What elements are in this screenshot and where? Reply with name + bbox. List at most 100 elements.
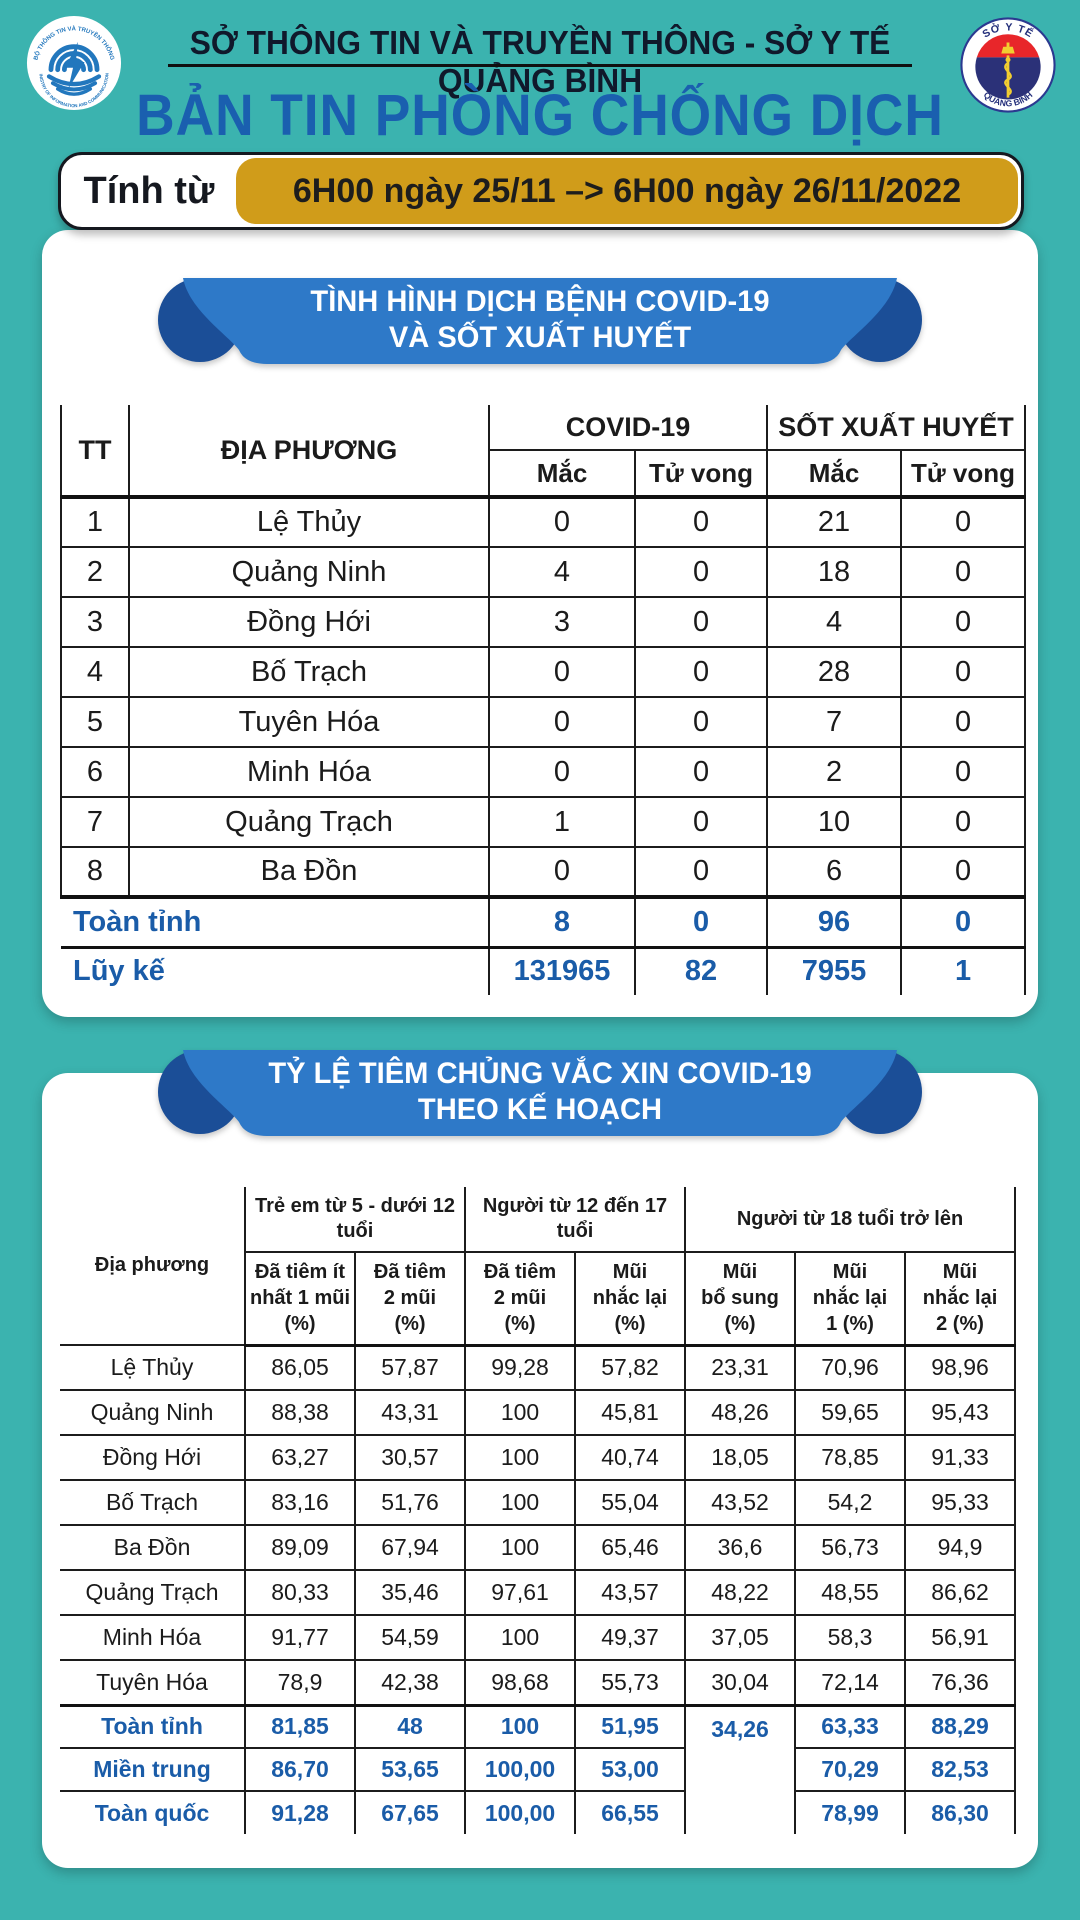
cell: 54,2	[794, 1479, 907, 1526]
section-title-line2: THEO KẾ HOẠCH	[417, 1092, 663, 1126]
cell: 8	[488, 895, 636, 948]
cell-tt: 4	[60, 646, 130, 698]
header-cell: Mắc	[488, 449, 636, 499]
header-group-dengue: SỐT XUẤT HUYẾT	[766, 405, 1027, 451]
section-title-line1: TÌNH HÌNH DỊCH BỆNH COVID-19	[310, 284, 770, 318]
cell: 18	[766, 546, 903, 598]
cell: 49,37	[574, 1614, 687, 1661]
table-row: Quảng Ninh 88,38 43,31 100 45,81 48,26 59,65 95…	[60, 1389, 1017, 1436]
cell: 70,29	[794, 1747, 907, 1792]
cell: 37,05	[684, 1614, 797, 1661]
cell-place: Toàn tỉnh	[60, 1703, 246, 1749]
cell-place: Lệ Thủy	[60, 1344, 246, 1391]
cell: 80,33	[244, 1569, 356, 1616]
header-cell-place: ĐỊA PHƯƠNG	[128, 405, 490, 499]
region-total-row: Miền trung 86,70 53,65 100,00 53,00 70,2…	[60, 1747, 1017, 1792]
cell: 100,00	[464, 1790, 577, 1834]
cell: 0	[633, 596, 769, 648]
cell: 100	[464, 1479, 577, 1526]
national-total-row: Toàn quốc 91,28 67,65 100,00 66,55 78,99…	[60, 1790, 1017, 1834]
cell: 54,59	[353, 1614, 467, 1661]
cell: 51,76	[353, 1479, 467, 1526]
cell: 0	[900, 496, 1027, 548]
cell: 48,55	[794, 1569, 907, 1616]
cell-place: Đồng Hới	[128, 596, 490, 648]
cell: 72,14	[794, 1659, 907, 1706]
table-row: 1 Lệ Thủy 0 0 21 0	[60, 496, 1027, 548]
cell: 18,05	[684, 1434, 797, 1481]
cell: 0	[488, 646, 636, 698]
table-row: Tuyên Hóa 78,9 42,38 98,68 55,73 30,04 72,14 76…	[60, 1659, 1017, 1706]
cell: 0	[900, 895, 1027, 948]
logo-ring-text: SỞ Y TẾ	[981, 21, 1036, 40]
cell: 0	[488, 696, 636, 748]
health-dept-logo-icon: SỞ Y TẾ QUẢNG BÌNH	[960, 17, 1056, 113]
cell-tt: 7	[60, 796, 130, 848]
cell: 0	[900, 596, 1027, 648]
org-line: SỞ THÔNG TIN VÀ TRUYỀN THÔNG - SỞ Y TẾ Q…	[189, 24, 891, 99]
cell-place: Quảng Trạch	[128, 796, 490, 848]
cell: 81,85	[244, 1703, 356, 1749]
cell-tt: 6	[60, 746, 130, 798]
header-cell: Mũi nhắc lại 2 (%)	[904, 1251, 1017, 1347]
cell: 100	[464, 1524, 577, 1571]
cell-place: Bố Trạch	[60, 1479, 246, 1526]
cell: 4	[766, 596, 903, 648]
cell: 0	[633, 895, 769, 948]
header-cell: Đã tiêm 2 mũi (%)	[464, 1251, 577, 1347]
cell: 0	[900, 646, 1027, 698]
cell-place: Toàn quốc	[60, 1790, 246, 1834]
vaccine-table: Địa phương Trẻ em từ 5 - dưới 12 tuổi Ng…	[60, 1187, 1017, 1834]
section-title: TÌNH HÌNH DỊCH BỆNH COVID-19 VÀ SỐT XUẤT…	[157, 272, 923, 364]
cell: 28	[766, 646, 903, 698]
table-row: Minh Hóa 91,77 54,59 100 49,37 37,05 58,3 56,91	[60, 1614, 1017, 1661]
table-subheader-row: Đã tiêm ít nhất 1 mũi (%) Đã tiêm 2 mũi …	[60, 1251, 1017, 1347]
cell: 0	[900, 746, 1027, 798]
header-group-children: Trẻ em từ 5 - dưới 12 tuổi	[243, 1187, 467, 1253]
cell: 0	[633, 496, 769, 548]
header-cell: Tử vong	[633, 449, 769, 499]
cell: 51,95	[574, 1703, 687, 1749]
cell: 0	[900, 546, 1027, 598]
cell: 0	[900, 846, 1027, 898]
cell: 43,31	[353, 1389, 467, 1436]
table-header-row: Địa phương Trẻ em từ 5 - dưới 12 tuổi Ng…	[60, 1187, 1017, 1346]
cell: 0	[633, 746, 769, 798]
cell: 30,57	[353, 1434, 467, 1481]
cell: 1	[900, 945, 1027, 995]
header-group-covid: COVID-19	[487, 405, 769, 451]
header-cell: Mũi nhắc lại (%)	[574, 1251, 687, 1347]
cell: 4	[488, 546, 636, 598]
cell: 2	[766, 746, 903, 798]
cell: 59,65	[794, 1389, 907, 1436]
covid-section-ribbon: TÌNH HÌNH DỊCH BỆNH COVID-19 VÀ SỐT XUẤT…	[145, 272, 935, 364]
cell: 21	[766, 496, 903, 548]
cell: 100	[464, 1434, 577, 1481]
cell-place: Minh Hóa	[128, 746, 490, 798]
header-cell: Tử vong	[900, 449, 1027, 499]
cell: 99,28	[464, 1344, 577, 1391]
cell: 98,68	[464, 1659, 577, 1706]
cell: 43,57	[574, 1569, 687, 1616]
section-title: TỶ LỆ TIÊM CHỦNG VẮC XIN COVID-19 THEO K…	[157, 1044, 923, 1136]
cell: 57,82	[574, 1344, 687, 1391]
cell: 53,65	[353, 1747, 467, 1792]
cell: 43,52	[684, 1479, 797, 1526]
page-title: BẢN TIN PHÒNG CHỐNG DỊCH	[136, 83, 944, 148]
cell: 53,00	[574, 1747, 687, 1792]
cell: 0	[900, 696, 1027, 748]
cell: 10	[766, 796, 903, 848]
cell: 48,26	[684, 1389, 797, 1436]
cell: 45,81	[574, 1389, 687, 1436]
table-row: 3 Đồng Hới 3 0 4 0	[60, 596, 1027, 648]
cell: 95,33	[904, 1479, 1017, 1526]
cell: 0	[488, 496, 636, 548]
table-row: Lệ Thủy 86,05 57,87 99,28 57,82 23,31 70,96 98,…	[60, 1344, 1017, 1391]
cell-place: Lệ Thủy	[128, 496, 490, 548]
table-subheader-row: Mắc Tử vong Mắc Tử vong	[61, 449, 1027, 499]
vaccine-section-ribbon: TỶ LỆ TIÊM CHỦNG VẮC XIN COVID-19 THEO K…	[145, 1044, 935, 1136]
cell-place: Đồng Hới	[60, 1434, 246, 1481]
table-row: Bố Trạch 83,16 51,76 100 55,04 43,52 54,2 95,33	[60, 1479, 1017, 1526]
cell: 131965	[488, 945, 636, 995]
header-cell: Mũi bổ sung (%)	[684, 1251, 797, 1347]
